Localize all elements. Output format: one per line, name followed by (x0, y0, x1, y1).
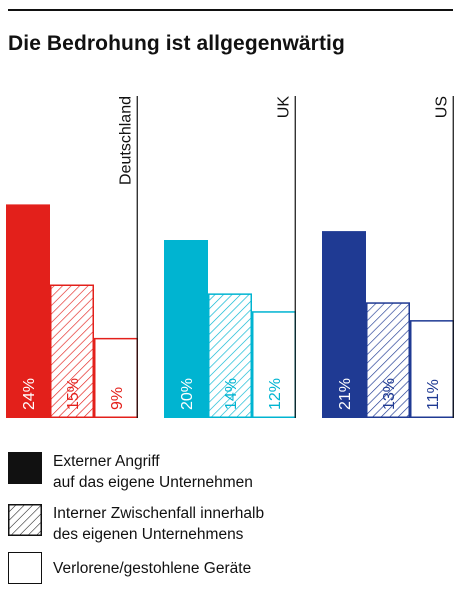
legend-line: Verlorene/gestohlene Geräte (53, 560, 252, 577)
hatch-swatch-icon (8, 504, 42, 536)
chart-title: Die Bedrohung ist allgegenwärtig (8, 32, 345, 55)
bar-uk-outline (252, 311, 296, 419)
legend-swatch-outline (8, 552, 42, 584)
value-label: 21% (337, 378, 354, 410)
value-label: 12% (267, 378, 284, 410)
bar-deutschland-hatched (50, 284, 94, 418)
bar-us-outline (410, 320, 454, 419)
legend-line: des eigenen Unternehmens (53, 526, 244, 543)
bar-deutschland-outline (94, 337, 138, 418)
legend-swatch-solid (8, 452, 42, 484)
bar-us-solid (322, 231, 366, 418)
value-label: 24% (21, 378, 38, 410)
bar-uk-solid (164, 240, 208, 418)
legend-swatch-hatched (8, 504, 42, 536)
bar-uk-hatched (208, 293, 252, 418)
bars-layer: 24% 15% 9% Deutschland 20% 14% 12% UK 21% 13% 11% U… (6, 96, 454, 419)
value-label: 14% (223, 378, 240, 410)
category-label: Deutschland (117, 96, 134, 185)
top-rule (8, 9, 453, 11)
legend-label-external: Externer Angriff auf das eigene Unterneh… (53, 451, 253, 493)
legend-line: auf das eigene Unternehmen (53, 474, 253, 491)
bar-deutschland-solid (6, 204, 50, 418)
value-label: 13% (381, 378, 398, 410)
value-label: 9% (109, 387, 126, 410)
bar-us-hatched (366, 302, 410, 418)
legend-line: Interner Zwischenfall innerhalb (53, 505, 265, 522)
legend-label-lost: Verlorene/gestohlene Geräte (53, 558, 251, 579)
legend-label-internal: Interner Zwischenfall innerhalb des eige… (53, 503, 264, 545)
legend-line: Externer Angriff (53, 453, 160, 470)
category-label: US (433, 96, 450, 118)
value-label: 20% (179, 378, 196, 410)
value-label: 15% (65, 378, 82, 410)
category-label: UK (275, 96, 292, 119)
value-label: 11% (425, 379, 442, 410)
